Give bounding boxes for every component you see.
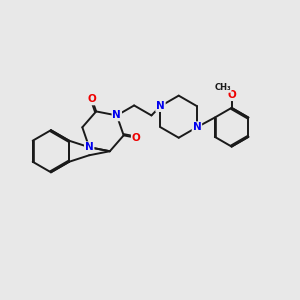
- Text: N: N: [85, 142, 94, 152]
- Text: CH₃: CH₃: [214, 83, 231, 92]
- Text: N: N: [156, 101, 165, 111]
- Text: N: N: [193, 122, 201, 132]
- Text: N: N: [112, 110, 121, 120]
- Text: O: O: [88, 94, 96, 104]
- Text: O: O: [227, 90, 236, 100]
- Text: O: O: [132, 133, 140, 143]
